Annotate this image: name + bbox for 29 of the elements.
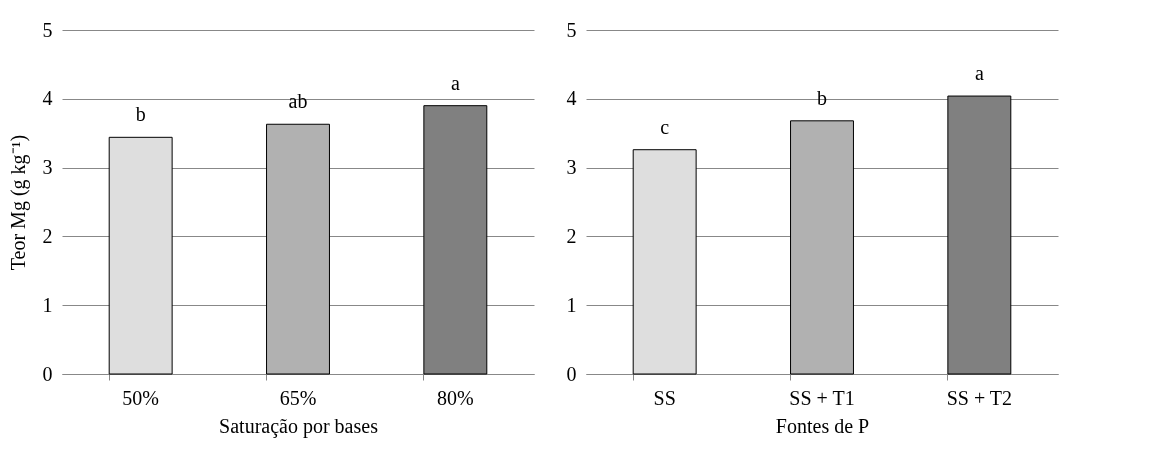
y-tick-label: 0 — [42, 362, 53, 385]
bar — [790, 120, 854, 375]
annotation: a — [450, 71, 460, 94]
y-tick-label: 1 — [566, 293, 577, 316]
bar — [632, 149, 697, 375]
x-axis-title: Saturação por bases — [219, 414, 379, 438]
y-axis-title: Teor Mg (g kg⁻¹) — [6, 134, 30, 271]
annotation: a — [974, 62, 984, 85]
y-tick-label: 2 — [42, 224, 53, 247]
y-tick-label: 4 — [42, 87, 53, 110]
x-tick-label: 80% — [437, 386, 474, 409]
annotation: b — [817, 86, 827, 109]
annotation: ab — [288, 90, 308, 113]
y-tick-label: 0 — [566, 362, 577, 385]
x-tick-label: 50% — [122, 386, 159, 409]
x-axis-title: Fontes de P — [775, 414, 870, 437]
annotation: b — [135, 103, 146, 126]
y-tick-label: 2 — [566, 224, 577, 247]
y-tick-label: 5 — [42, 18, 53, 41]
y-tick-label: 5 — [566, 18, 577, 41]
x-tick-label: SS + T2 — [946, 386, 1013, 409]
y-tick-label: 4 — [566, 87, 577, 110]
y-tick-label: 3 — [566, 156, 577, 179]
x-tick-label: 65% — [279, 386, 317, 409]
x-tick-label: SS + T1 — [789, 386, 855, 409]
y-tick-label: 1 — [42, 293, 53, 316]
y-tick-label: 3 — [42, 156, 53, 179]
x-tick-label: SS — [653, 386, 676, 409]
annotation: c — [660, 115, 670, 138]
